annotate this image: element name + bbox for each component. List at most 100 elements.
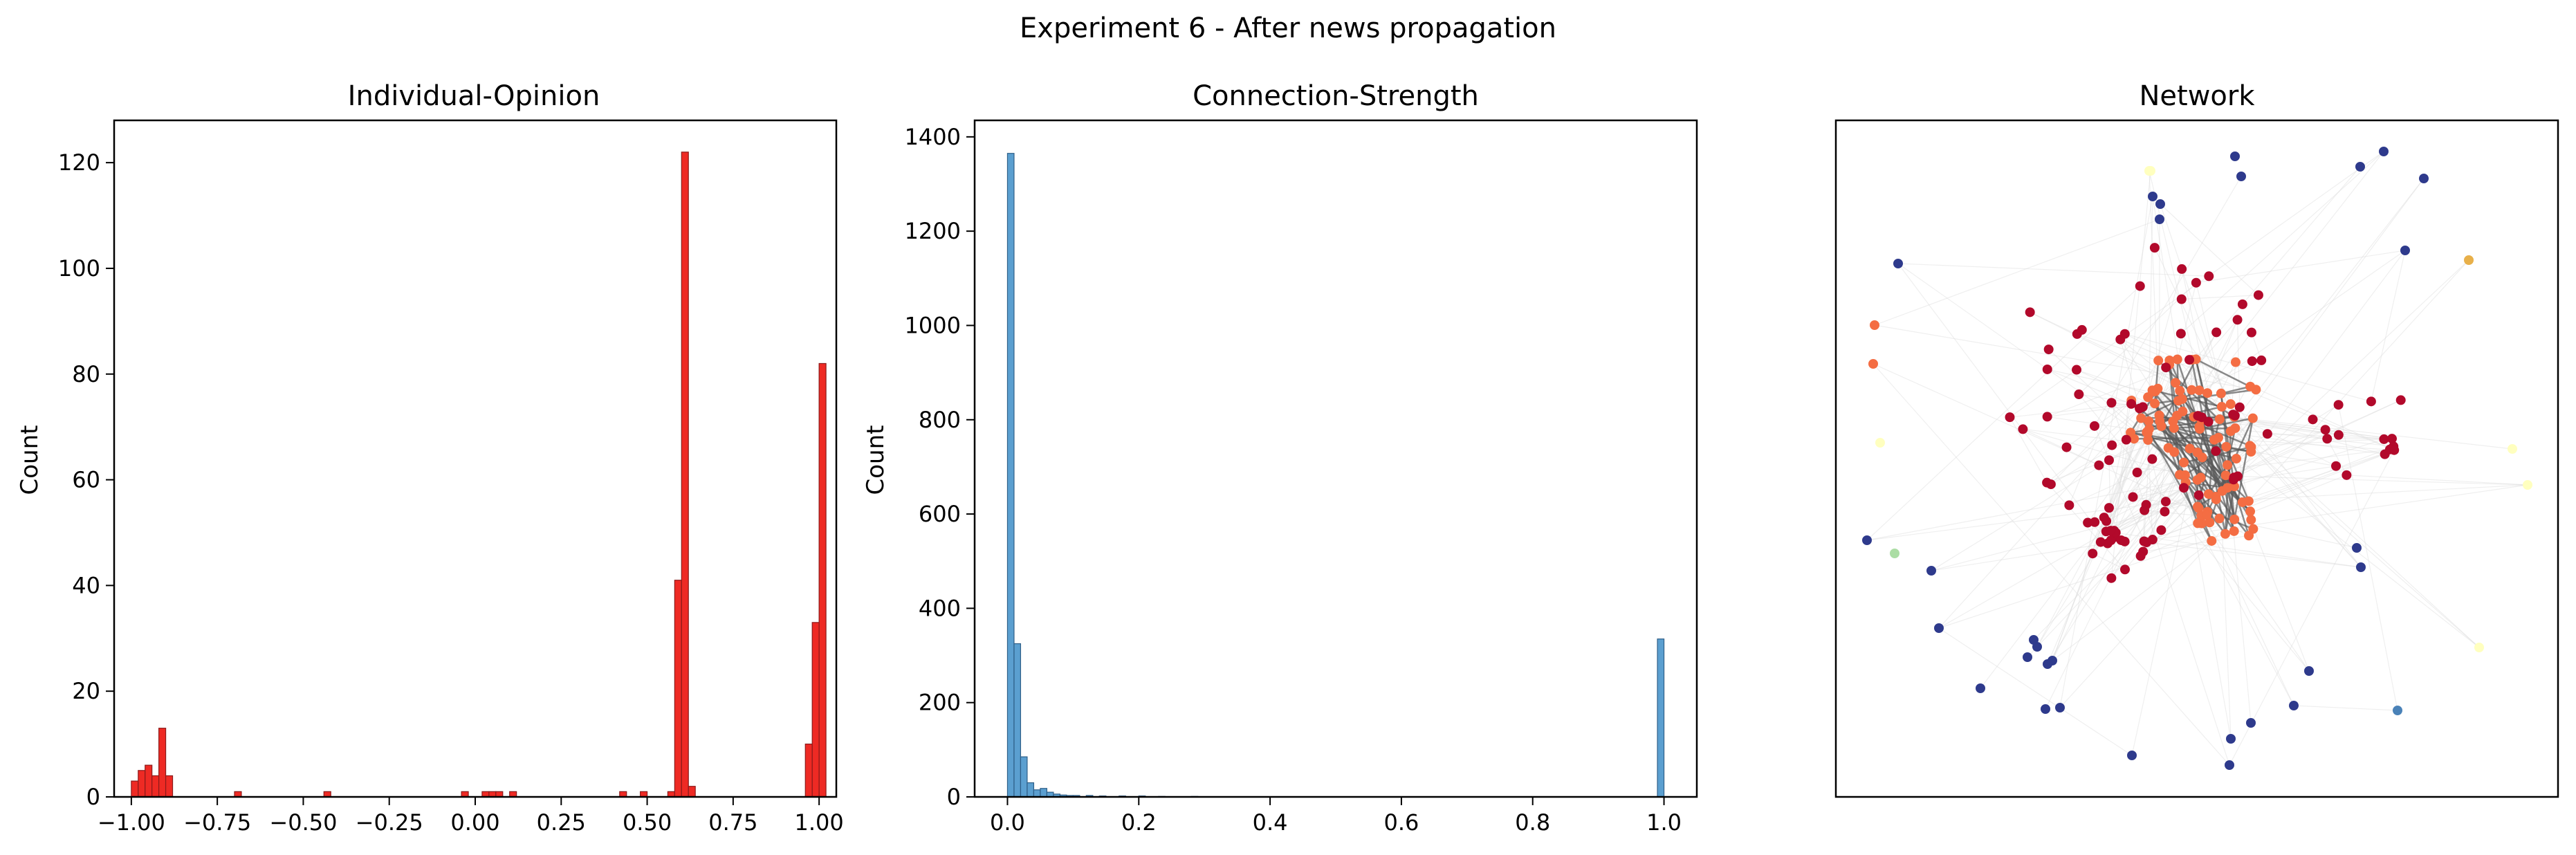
network-node (2169, 423, 2179, 433)
network-node (2247, 413, 2258, 423)
network-node (2419, 174, 2429, 183)
histogram-bar (811, 622, 820, 798)
network-node (2237, 299, 2247, 309)
network-edge (2152, 484, 2528, 540)
network-edge (1874, 219, 2160, 326)
network-node (2228, 410, 2238, 420)
network-edge (2046, 407, 2140, 484)
network-edge (2124, 333, 2372, 402)
x-tick-label: 0.6 (1383, 809, 1419, 836)
network-node (2207, 535, 2217, 546)
network-edge (2059, 259, 2469, 708)
network-node (2147, 454, 2158, 464)
histogram-bar (151, 775, 160, 798)
network-node (2042, 364, 2052, 374)
network-node (2175, 385, 2185, 396)
network-node (1868, 359, 1878, 369)
network-edge (2068, 403, 2113, 506)
network-edge (2153, 360, 2160, 404)
network-node (2088, 549, 2098, 559)
panel-1-frame (113, 119, 838, 798)
network-node (2333, 430, 2344, 440)
network-edge (2338, 405, 2398, 711)
network-node (2366, 396, 2376, 407)
y-tick-label: 1400 (905, 124, 961, 150)
network-edge (2173, 427, 2219, 439)
network-edge (2152, 450, 2395, 540)
y-tick-label: 60 (72, 467, 100, 493)
network-node (2175, 329, 2186, 339)
network-edge (2176, 151, 2384, 416)
network-node (2055, 703, 2065, 712)
histogram-bar (158, 728, 167, 798)
y-tick-label: 20 (72, 678, 100, 704)
network-edge (2131, 360, 2159, 405)
y-tick-label: 100 (58, 255, 100, 282)
histogram-bar (804, 743, 813, 798)
histogram-bar (145, 764, 153, 798)
network-node (2101, 516, 2112, 526)
network-node (2262, 429, 2272, 439)
network-edge (2146, 542, 2362, 568)
network-node (2229, 526, 2239, 536)
network-edge (2180, 151, 2384, 334)
network-node (2400, 246, 2410, 255)
network-edge (1897, 263, 2108, 544)
network-edge (2233, 418, 2254, 520)
network-node (2214, 414, 2225, 425)
network-edge (2224, 486, 2236, 535)
network-node (2393, 706, 2402, 715)
network-node (2355, 162, 2365, 172)
network-node (2149, 243, 2160, 253)
network-node (2474, 643, 2484, 652)
network-node (2173, 396, 2184, 406)
panel-2-title: Connection-Strength (1193, 80, 1479, 112)
network-node (2106, 526, 2116, 536)
network-node (2389, 445, 2400, 455)
network-node (2155, 416, 2165, 426)
network-node (2508, 444, 2517, 454)
network-edge (1874, 324, 2256, 390)
network-node (2523, 480, 2532, 490)
network-edge (2094, 176, 2242, 427)
network-node (2172, 354, 2182, 365)
network-edge (2077, 333, 2159, 361)
network-edge (2146, 484, 2528, 506)
network-edge (2078, 394, 2310, 672)
network-edge (2160, 203, 2259, 296)
network-node (1893, 259, 1903, 268)
x-tick-label: −0.75 (183, 809, 251, 836)
network-node (2005, 412, 2015, 423)
network-node (1976, 683, 1985, 693)
network-node (2179, 483, 2189, 493)
network-edge (2023, 428, 2190, 450)
network-node (2211, 446, 2221, 457)
network-node (2148, 192, 2158, 201)
network-edge (2078, 282, 2197, 395)
panel-2-frame (973, 119, 1698, 798)
network-node (2179, 457, 2189, 468)
network-edge (2131, 452, 2198, 756)
network-node (2147, 385, 2158, 396)
network-node (2155, 199, 2165, 209)
network-node (2248, 524, 2258, 534)
y-tick-label: 0 (86, 784, 100, 810)
x-tick-label: 1.00 (795, 809, 844, 836)
network-node (2245, 381, 2256, 392)
network-edge (2176, 414, 2251, 447)
network-edge (2227, 250, 2406, 488)
network-edge (2030, 311, 2254, 419)
network-edge (2110, 452, 2175, 541)
x-tick-label: 0.4 (1253, 809, 1288, 836)
network-edge (2234, 416, 2385, 455)
network-edge (2168, 428, 2200, 449)
network-edge (2196, 250, 2406, 284)
network-edge (2110, 439, 2135, 531)
network-edge (2346, 475, 2528, 486)
network-node (2135, 281, 2145, 291)
network-node (2156, 525, 2166, 535)
network-node (2146, 166, 2155, 176)
histogram-bar (1006, 153, 1015, 798)
network-node (1870, 320, 1879, 330)
network-node (2043, 344, 2054, 355)
